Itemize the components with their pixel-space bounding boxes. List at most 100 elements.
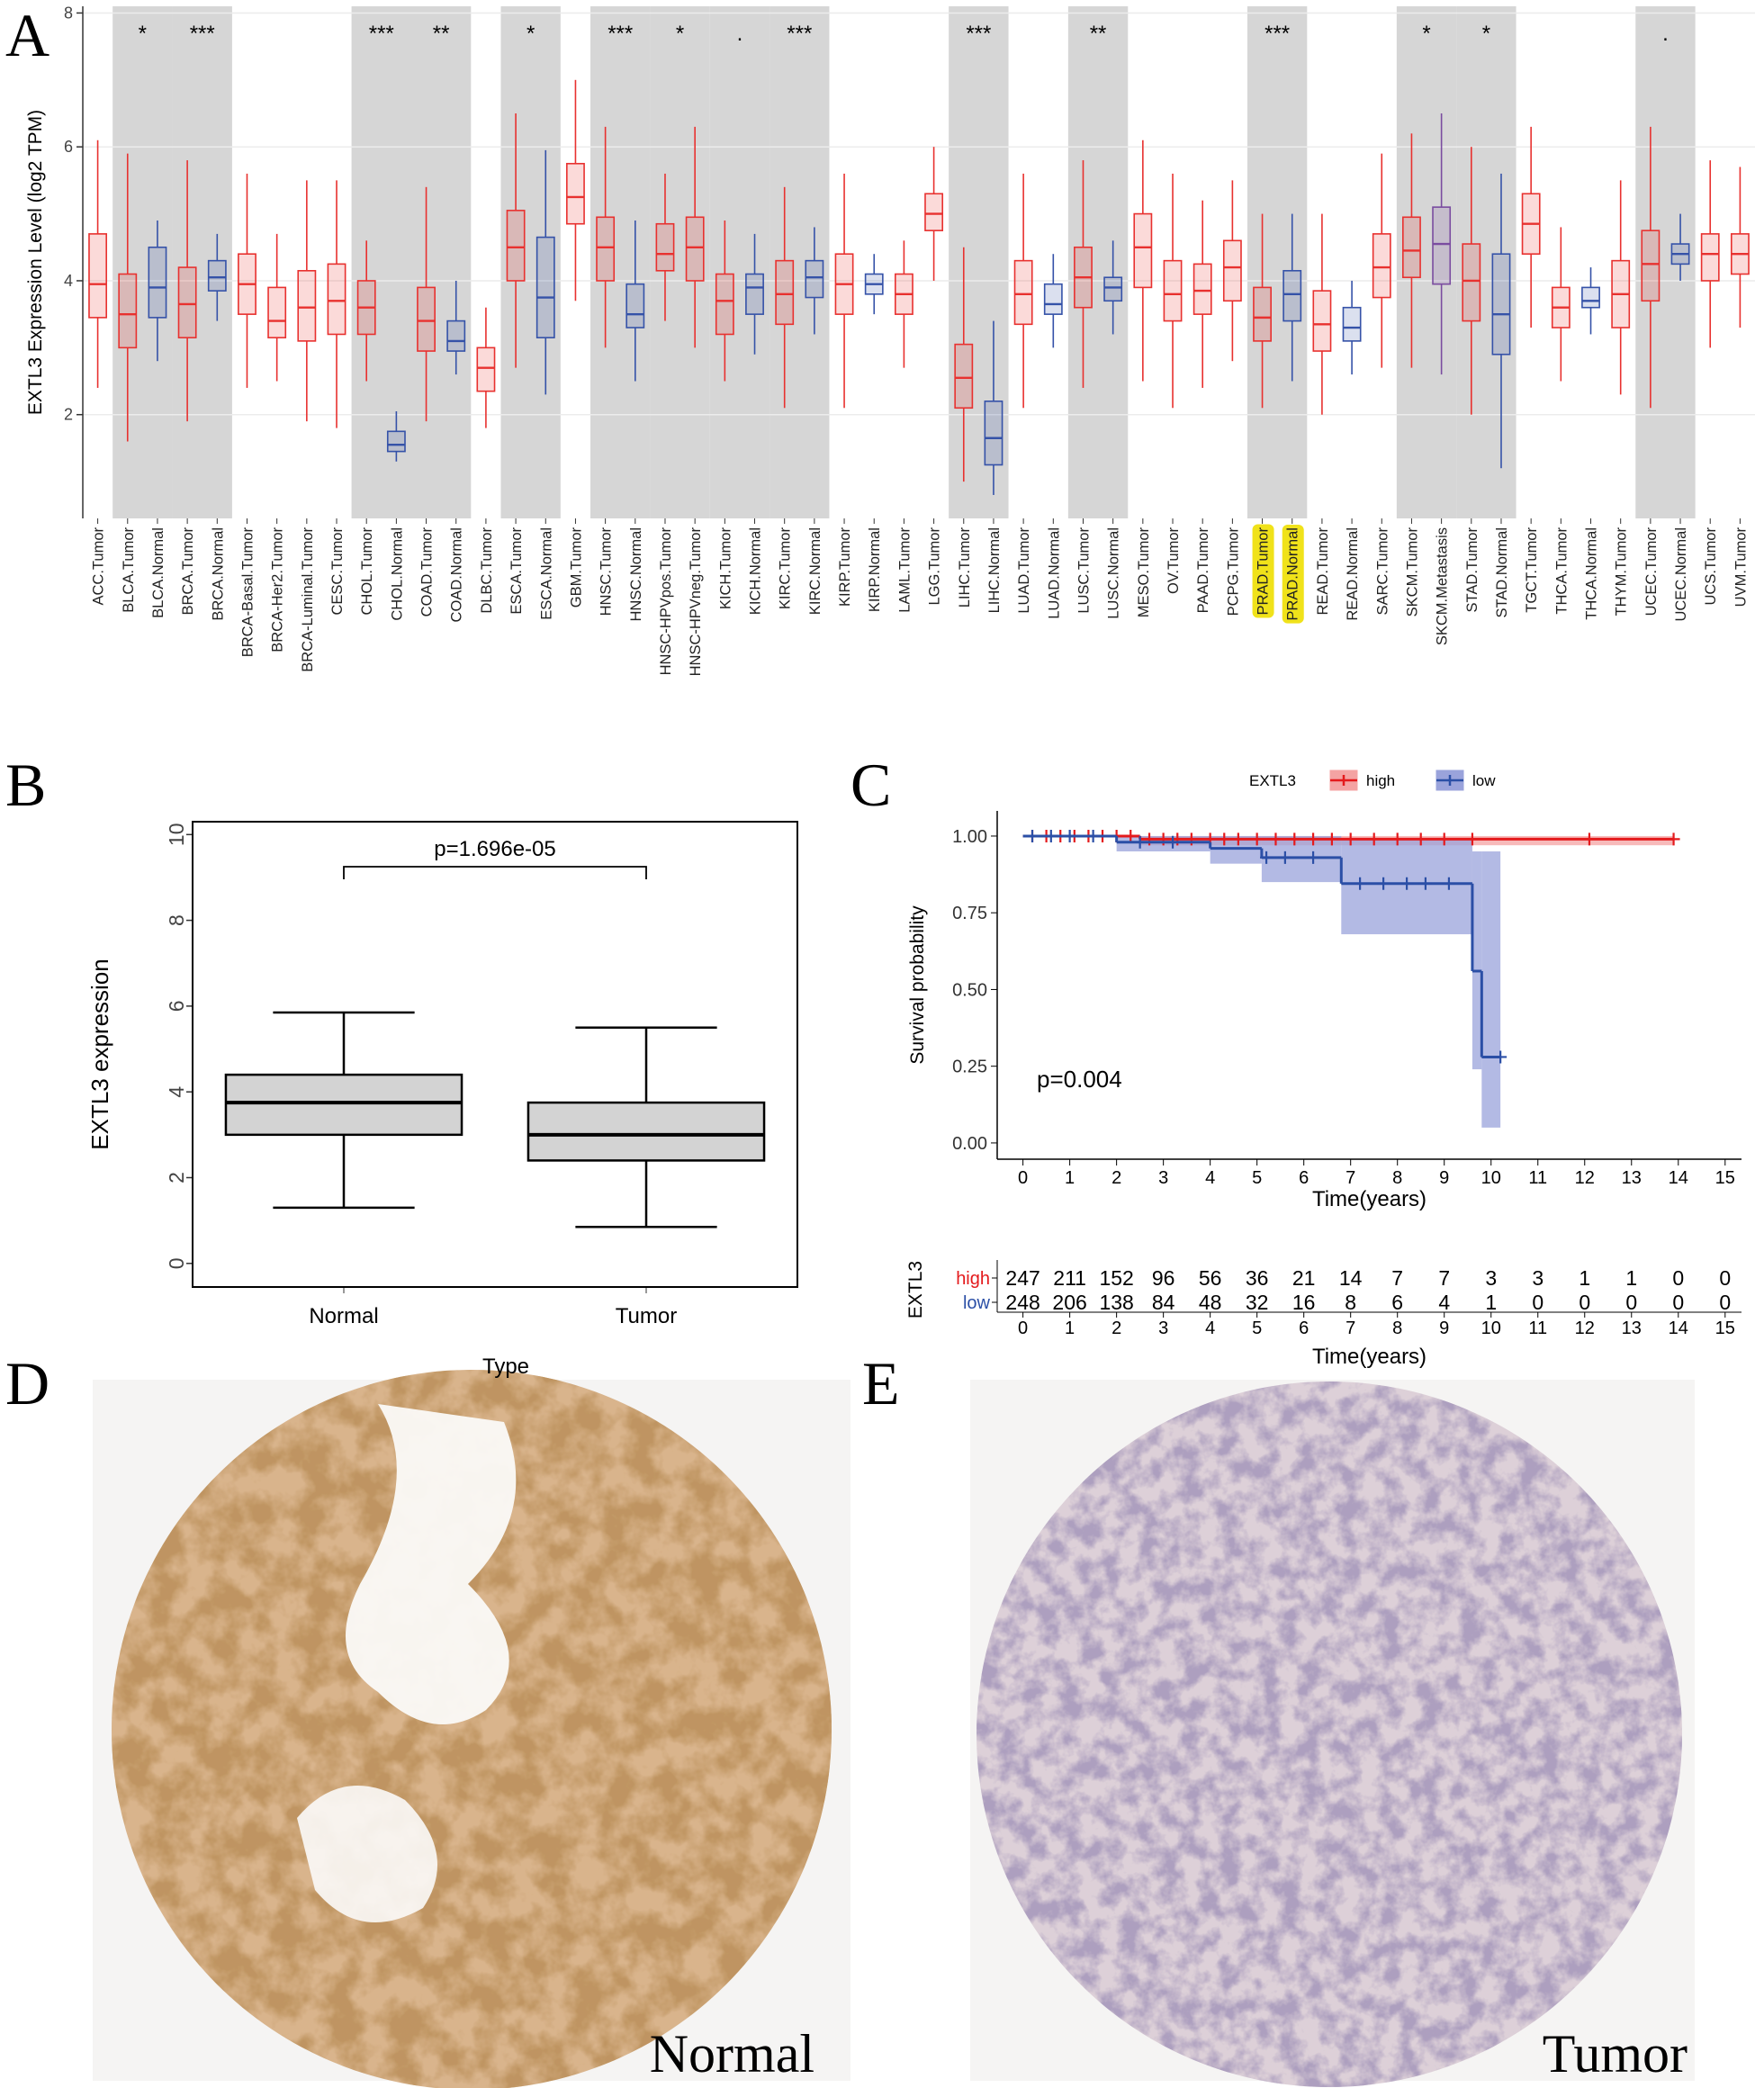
box [417, 286, 436, 352]
risk-row-name: high [956, 1269, 990, 1289]
box [1700, 233, 1720, 282]
risk-table-title: EXTL3 [905, 1261, 926, 1318]
censor-mark [1086, 829, 1100, 842]
censor-mark [1044, 829, 1058, 842]
box [207, 259, 227, 292]
x-tick-label: Normal [309, 1304, 378, 1328]
censor-mark [1278, 850, 1292, 864]
box [924, 193, 944, 231]
y-tick-label: 2 [165, 1172, 188, 1184]
box [596, 216, 616, 282]
risk-x-tick-label: 15 [1715, 1318, 1735, 1338]
x-tick-label: 15 [1715, 1168, 1735, 1188]
legend-label: low [1472, 772, 1496, 789]
box [1222, 239, 1242, 302]
shade-band [590, 6, 651, 518]
box [1581, 286, 1600, 309]
shade-band [351, 6, 411, 518]
y-tick-label: 0.00 [952, 1134, 987, 1154]
censor-mark [1442, 877, 1455, 890]
plot-frame [192, 821, 798, 1288]
x-tick-label: HNSC-HPVpos.Tumor [658, 526, 674, 675]
risk-count: 138 [1099, 1291, 1133, 1314]
box [446, 320, 466, 352]
x-tick-label: BRCA.Tumor [180, 527, 196, 616]
risk-count: 1 [1579, 1266, 1590, 1290]
panel-letter: C [850, 751, 891, 819]
risk-count: 247 [1005, 1266, 1040, 1290]
y-tick-label: 0 [165, 1257, 188, 1269]
x-tick-label: KICH.Normal [748, 527, 764, 615]
x-tick-label: 4 [1205, 1168, 1215, 1188]
risk-x-tick-label: 4 [1205, 1318, 1215, 1338]
significance-label: *** [190, 22, 215, 46]
y-tick-label: 4 [64, 272, 73, 290]
significance-label: ** [433, 22, 450, 46]
legend-title: EXTL3 [1249, 772, 1296, 789]
box [1192, 263, 1212, 315]
box [267, 286, 287, 338]
panel-letter: E [862, 1349, 900, 1418]
y-tick-label: 8 [64, 4, 73, 22]
box [775, 259, 795, 326]
box [88, 233, 108, 319]
box [327, 263, 346, 336]
risk-count: 3 [1485, 1266, 1497, 1290]
significance-label: . [737, 22, 743, 46]
risk-count: 6 [1391, 1291, 1403, 1314]
risk-x-tick-label: 2 [1112, 1318, 1121, 1338]
x-tick-label: KIRP.Tumor [837, 526, 853, 607]
risk-x-tick-label: 10 [1481, 1318, 1501, 1338]
risk-count: 32 [1246, 1291, 1269, 1314]
box [1342, 306, 1362, 342]
risk-count: 0 [1672, 1291, 1684, 1314]
box [1641, 230, 1660, 302]
box [386, 430, 406, 453]
censor-mark [1465, 832, 1479, 846]
box [715, 273, 734, 336]
tissue-texture [976, 1382, 1682, 2087]
x-tick-label: BRCA-Her2.Tumor [270, 527, 286, 652]
censor-mark [1231, 832, 1245, 846]
x-tick-label: UCEC.Normal [1673, 527, 1689, 622]
image-e: Tumor [970, 1380, 1695, 2087]
label-highlight [1282, 525, 1304, 624]
x-tick-label: LIHC.Tumor [957, 527, 973, 608]
box [476, 346, 496, 392]
x-tick-label: 12 [1575, 1168, 1595, 1188]
censor-mark [1124, 829, 1138, 842]
risk-count: 0 [1579, 1291, 1590, 1314]
x-tick-label: STAD.Normal [1494, 527, 1510, 618]
shade-band [1246, 6, 1308, 518]
risk-x-tick-label: 8 [1392, 1318, 1402, 1338]
x-tick-label: LUSC.Tumor [1076, 527, 1092, 614]
x-tick-label: READ.Tumor [1315, 527, 1331, 616]
box [1133, 212, 1153, 289]
significance-label: *** [1264, 22, 1290, 46]
x-tick-label: 3 [1158, 1168, 1168, 1188]
legend-label: high [1366, 772, 1395, 789]
x-tick-label: READ.Normal [1345, 527, 1361, 621]
tissue-texture [112, 1370, 832, 2088]
box [954, 343, 974, 410]
censor-mark [1400, 877, 1414, 890]
plot-background [193, 822, 797, 1287]
image-d: Normal [93, 1370, 850, 2088]
x-tick-label: ACC.Tumor [91, 526, 107, 605]
y-tick-label: 0.75 [952, 904, 987, 923]
risk-x-tick-label: 13 [1622, 1318, 1642, 1338]
risk-count: 21 [1292, 1266, 1316, 1290]
risk-x-tick-label: 7 [1346, 1318, 1355, 1338]
box [685, 216, 705, 282]
y-axis-title: EXTL3 Expression Level (log2 TPM) [25, 110, 46, 415]
censor-mark [1354, 877, 1367, 890]
x-tick-label: CESC.Tumor [329, 527, 346, 616]
y-tick-label: 6 [165, 1000, 188, 1012]
censor-mark [1418, 877, 1432, 890]
shade-band [1635, 6, 1696, 518]
censor-mark [1390, 832, 1404, 846]
box [1282, 269, 1302, 322]
box [655, 222, 675, 272]
box [984, 400, 1004, 466]
risk-count: 0 [1719, 1266, 1731, 1290]
